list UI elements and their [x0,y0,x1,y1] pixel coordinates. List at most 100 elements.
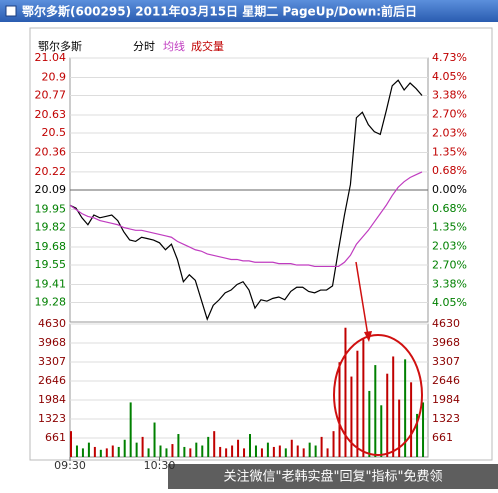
y-tick-label: 20.77 [35,89,67,102]
y2-tick-label: 0.68% [432,164,467,177]
volume-bar [171,444,174,457]
y2-tick-label: 2.03% [432,240,467,253]
y-tick-label: 20.9 [42,70,67,83]
volume-bar [195,442,198,457]
volume-bar [272,446,275,457]
volume-bar [231,445,234,457]
y2-tick-label: 3.38% [432,89,467,102]
y-tick-label: 19.41 [35,277,67,290]
volume-bar [404,359,407,457]
volume-bar [398,399,401,457]
volume-bar [332,431,335,457]
volume-bar [380,405,383,457]
volume-bar [183,446,186,457]
volume-bar [266,442,269,457]
y-tick-label: 20.22 [35,165,67,178]
y2-tick-label: 2.70% [432,258,467,271]
volume-bar [117,446,120,457]
arrow-line [355,261,369,337]
legend-entry: 分时 [133,40,155,53]
frame [29,27,493,461]
volume-tick-label: 1323 [38,412,66,425]
volume-bar [278,445,281,457]
volume-bar [296,445,299,457]
y-tick-label: 19.68 [35,240,67,253]
y-tick-label: 20.63 [35,108,67,121]
volume-bar [87,442,90,457]
y2-tick-label: 0.00% [432,183,467,196]
volume-bar [111,445,114,457]
volume-tick-label-right: 3968 [432,336,460,349]
volume-tick-label-right: 1323 [432,412,460,425]
y-tick-label: 19.82 [35,221,67,234]
y2-tick-label: 0.68% [432,202,467,215]
volume-bar [326,448,329,457]
volume-tick-label-right: 4630 [432,317,460,330]
volume-bar [99,449,102,457]
volume-bar [356,350,359,457]
volume-bar [153,422,156,457]
volume-bar [254,445,257,457]
price-line [69,171,423,268]
y2-tick-label: 1.35% [432,221,467,234]
volume-bar [177,434,180,457]
volume-bar [165,448,168,457]
volume-bar [75,445,78,457]
volume-tick-label: 3968 [38,336,66,349]
volume-tick-label-right: 3307 [432,355,460,368]
legend: 鄂尔多斯 分时 均线 成交量 [38,39,224,53]
volume-bar [392,356,395,457]
volume-tick-label: 661 [45,431,66,444]
y-tick-label: 20.36 [35,145,67,158]
plot: 21.04 20.9 20.77 20.63 20.5 20.36 20.22 20.09 19… [35,51,467,472]
volume-bar [189,448,192,457]
volume-bar [129,402,132,457]
volume-tick-label: 4630 [38,317,66,330]
price-line [69,79,423,321]
volume-bar [308,442,311,457]
y2-tick-label: 1.35% [432,145,467,158]
volume-bar [302,448,305,457]
volume-tick-label-right: 2646 [432,374,460,387]
legend-entry: 均线 [163,39,185,53]
volume-bar [207,436,210,457]
volume-bar [93,446,96,457]
volume-bar [314,445,317,457]
volume-bar [243,448,246,457]
y2-tick-label: 2.70% [432,108,467,121]
x-tick-label: 10:30 [144,459,176,472]
volume-tick-label-right: 661 [432,431,453,444]
volume-bar [338,362,341,457]
title-bar [0,0,498,22]
volume-bar [386,373,389,457]
y-tick-label: 19.28 [35,296,67,309]
volume-bar [284,448,287,457]
title-icon [5,5,17,17]
watermark: 关注微信"老韩实盘"回复"指标"免费领 [224,469,443,485]
volume-bar [422,402,425,457]
volume-bar [416,413,419,457]
volume-bar [141,436,144,457]
y-tick-label: 19.55 [35,258,67,271]
y-tick-label: 21.04 [35,51,67,64]
stock-name: 鄂尔多斯 [38,39,82,53]
volume-bar [368,390,371,457]
volume-tick-label: 3307 [38,355,66,368]
volume-bar [213,431,216,457]
volume-bar [159,445,162,457]
watermark-bg [168,464,498,489]
volume-bar [350,376,353,457]
y2-tick-label: 4.05% [432,296,467,309]
volume-bar [225,448,228,457]
y-tick-label: 20.5 [42,126,67,139]
volume-bar [219,446,222,457]
volume-tick-label: 1984 [38,393,66,406]
volume-bar [123,439,126,457]
y2-tick-label: 4.05% [432,70,467,83]
volume-bar [147,448,150,457]
volume-tick-label: 2646 [38,374,66,387]
legend-entry: 成交量 [191,39,224,53]
